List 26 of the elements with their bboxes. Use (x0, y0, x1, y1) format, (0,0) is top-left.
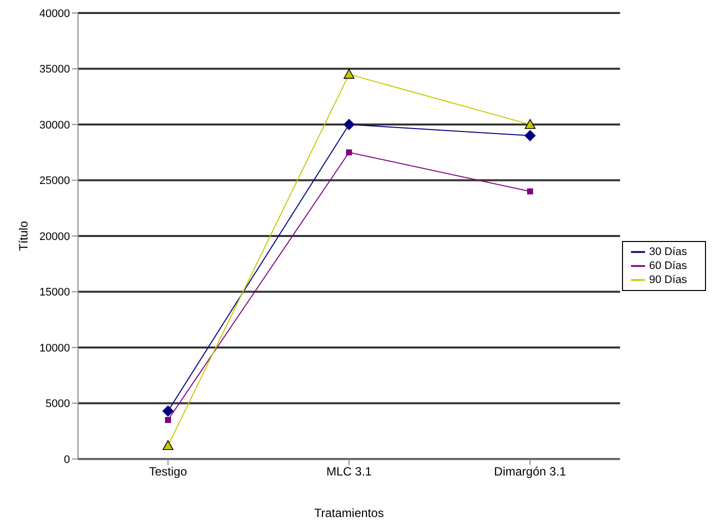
legend-label: 60 Días (649, 260, 687, 272)
y-tick-label: 10000 (39, 342, 70, 354)
y-tick-label: 25000 (39, 175, 70, 188)
y-tick-label: 30000 (39, 119, 70, 132)
point (344, 119, 355, 130)
y-tick-label: 0 (64, 454, 70, 466)
y-tick-label: 5000 (46, 398, 70, 410)
point (524, 119, 536, 129)
legend-label: 30 Días (649, 246, 687, 258)
y-tick-label: 35000 (39, 64, 70, 76)
point (162, 406, 174, 417)
point (165, 416, 171, 423)
y-tick-label: 20000 (39, 230, 70, 243)
y-axis-title: Título (16, 220, 30, 252)
point (346, 149, 352, 156)
point (527, 188, 534, 194)
x-axis-title: Tratamientos (314, 506, 384, 520)
point (524, 130, 536, 142)
point (162, 440, 174, 450)
x-tick-label: MLC 3.1 (326, 464, 372, 479)
point (344, 68, 354, 79)
legend-label: 90 Días (649, 274, 687, 286)
y-tick-label: 15000 (39, 286, 70, 299)
x-tick-label: Testigo (148, 464, 188, 479)
y-tick-label: 40000 (39, 8, 70, 20)
x-tick-label: Dimargón 3.1 (494, 464, 566, 479)
